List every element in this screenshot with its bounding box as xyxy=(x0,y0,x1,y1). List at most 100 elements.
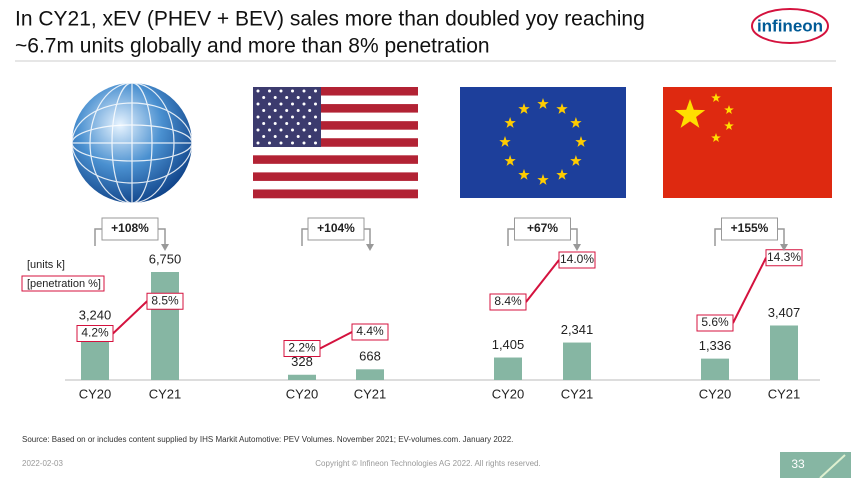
growth-box xyxy=(721,217,778,241)
star xyxy=(296,96,300,99)
category-label: CY21 xyxy=(354,386,387,401)
penetration-box xyxy=(351,323,389,341)
growth-bracket xyxy=(714,228,722,246)
star xyxy=(273,96,277,99)
star xyxy=(256,141,260,145)
growth-label: +108% xyxy=(111,221,149,235)
globe xyxy=(71,82,193,204)
stripe xyxy=(253,121,418,130)
star xyxy=(262,109,266,112)
stripe xyxy=(253,112,418,122)
stripe xyxy=(253,146,418,156)
star xyxy=(302,141,306,145)
star xyxy=(268,102,271,106)
page-number: 33 xyxy=(791,457,805,471)
value-label: 328 xyxy=(291,354,313,369)
star xyxy=(711,93,721,102)
category-label: CY21 xyxy=(768,386,801,401)
bar xyxy=(701,358,729,380)
stripe xyxy=(253,95,418,105)
star xyxy=(724,121,734,130)
category-label: CY21 xyxy=(561,386,594,401)
penetration-line xyxy=(732,257,767,324)
stripe xyxy=(253,87,418,96)
date: 2022-02-03 xyxy=(22,459,63,468)
star xyxy=(711,133,721,142)
bar xyxy=(494,357,522,380)
value-label: 1,405 xyxy=(492,337,525,352)
star xyxy=(256,102,260,106)
canton xyxy=(253,87,321,147)
penetration-legend: [penetration %] xyxy=(27,278,101,290)
star xyxy=(273,135,277,138)
penetration-box xyxy=(696,314,734,332)
star xyxy=(285,122,289,125)
star xyxy=(256,128,260,132)
star xyxy=(314,102,317,106)
stripe xyxy=(253,163,418,173)
growth-bracket xyxy=(507,228,515,246)
value-label: 2,341 xyxy=(561,322,594,337)
star xyxy=(570,155,582,166)
growth-bracket xyxy=(364,228,371,246)
copyright: Copyright © Infineon Technologies AG 202… xyxy=(315,459,540,468)
star xyxy=(268,128,271,132)
star xyxy=(262,96,266,99)
star xyxy=(308,122,312,125)
star xyxy=(504,117,516,128)
star xyxy=(314,89,317,93)
page-accent xyxy=(819,454,846,478)
penetration-label: 14.0% xyxy=(560,252,594,266)
star xyxy=(724,105,734,114)
penetration-box xyxy=(146,292,184,310)
growth-bracket xyxy=(570,228,578,246)
growth-label: +155% xyxy=(731,221,769,235)
title-line: ~6.7m units globally and more than 8% pe… xyxy=(15,35,490,58)
penetration-label: 4.2% xyxy=(81,326,109,340)
star xyxy=(674,99,706,128)
growth-arrow xyxy=(573,244,581,251)
page-box xyxy=(780,452,851,478)
star xyxy=(314,115,317,119)
value-label: 1,336 xyxy=(699,338,732,353)
category-label: CY20 xyxy=(699,386,732,401)
penetration-label: 2.2% xyxy=(288,341,316,355)
star xyxy=(296,109,300,112)
star xyxy=(537,98,549,109)
growth-box xyxy=(307,217,365,241)
penetration-label: 5.6% xyxy=(701,315,729,329)
star xyxy=(296,122,300,125)
value-label: 6,750 xyxy=(149,251,182,266)
china-flag xyxy=(663,87,832,198)
star xyxy=(296,135,300,138)
penetration-legend-box xyxy=(21,275,105,292)
penetration-line xyxy=(112,300,148,335)
growth-bracket xyxy=(777,228,785,246)
penetration-label: 8.4% xyxy=(494,294,522,308)
growth-bracket xyxy=(301,228,308,246)
stripe xyxy=(253,138,418,148)
star xyxy=(256,89,260,93)
star xyxy=(518,168,530,180)
penetration-label: 4.4% xyxy=(356,324,384,338)
star xyxy=(302,128,306,132)
value-label: 668 xyxy=(359,349,381,364)
category-label: CY20 xyxy=(79,386,112,401)
star xyxy=(314,141,317,145)
star xyxy=(285,96,289,99)
stripe xyxy=(253,129,418,139)
bar xyxy=(563,342,591,380)
star xyxy=(570,117,582,128)
growth-label: +104% xyxy=(317,221,355,235)
star xyxy=(504,155,516,166)
stripe xyxy=(253,189,418,199)
logo: infineon xyxy=(757,16,823,35)
star xyxy=(291,128,294,132)
title-line: In CY21, xEV (PHEV + BEV) sales more tha… xyxy=(15,8,645,31)
penetration-label: 14.3% xyxy=(767,250,801,264)
eu-flag xyxy=(460,87,626,198)
growth-arrow xyxy=(780,244,788,251)
growth-arrow xyxy=(161,244,169,251)
growth-bracket xyxy=(158,228,166,246)
